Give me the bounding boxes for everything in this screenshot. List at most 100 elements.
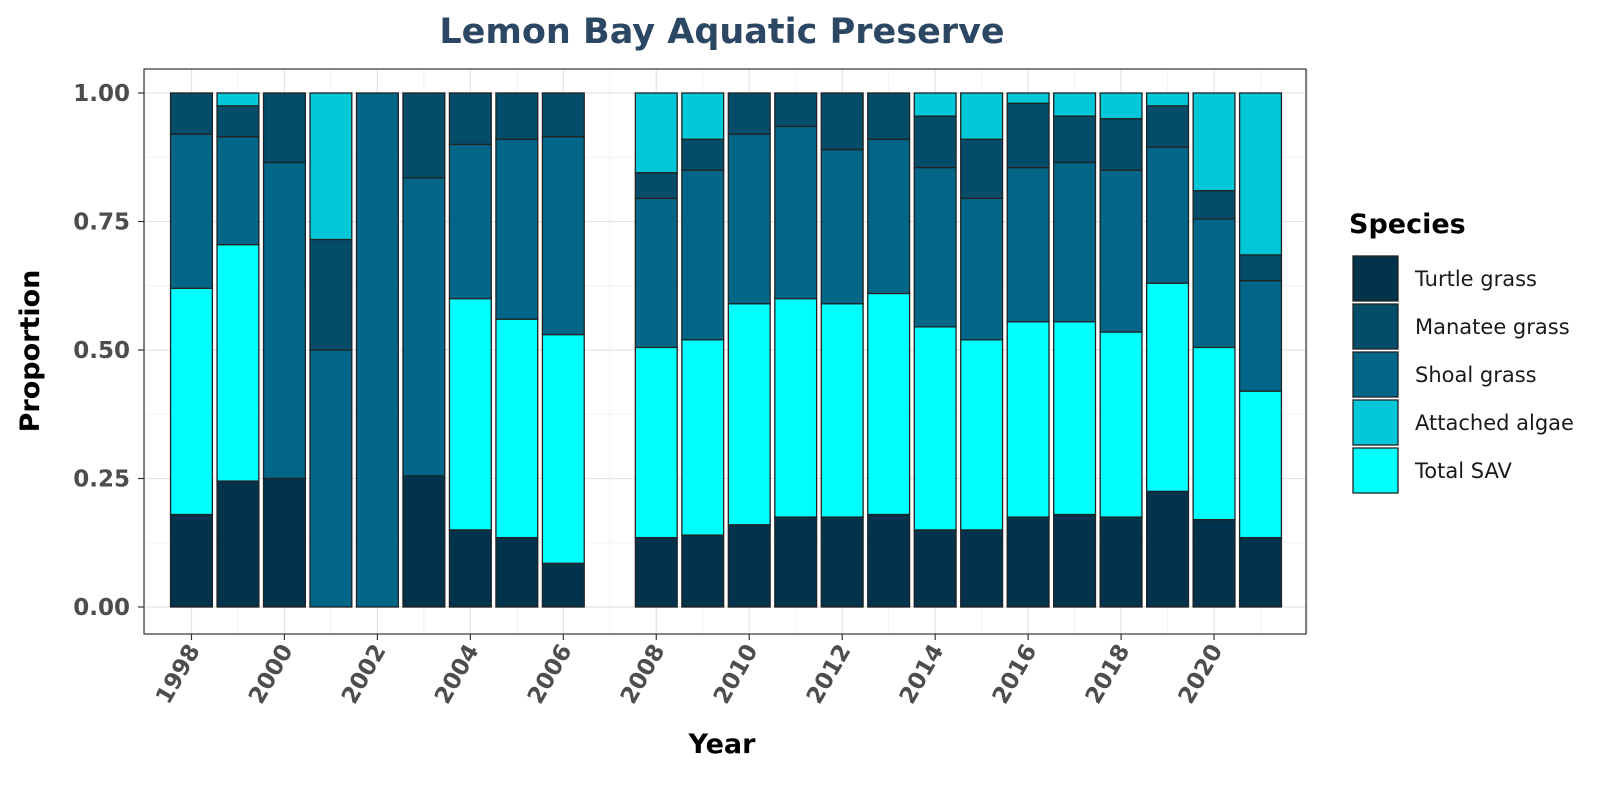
- bar-segment: [216, 136, 260, 246]
- bar-segment: [820, 92, 864, 151]
- bar-segment: [1238, 254, 1283, 282]
- bar-segment: [1192, 92, 1236, 192]
- bar-segment: [262, 92, 306, 164]
- bar-segment: [1099, 118, 1143, 171]
- bar-segment: [913, 115, 957, 169]
- x-tick-label: 2010: [709, 640, 764, 708]
- x-tick-label: 2004: [430, 640, 485, 708]
- x-tick-label: 1998: [151, 640, 206, 708]
- bar-segment: [1099, 92, 1143, 120]
- legend: Species Turtle grass Manatee grass Shoal g…: [1349, 209, 1574, 494]
- bar-segment: [262, 477, 306, 608]
- bar-segment: [309, 238, 353, 351]
- bar-segment: [1145, 105, 1190, 148]
- legend-label: Attached algae: [1415, 411, 1574, 435]
- bar-segment: [169, 92, 214, 135]
- bar-segment: [913, 529, 957, 608]
- bar-segment: [169, 287, 214, 516]
- x-tick-label: 2014: [895, 640, 950, 708]
- bar-segment: [1145, 146, 1190, 284]
- bar-segment: [1238, 92, 1283, 256]
- bar-segment: [1006, 102, 1050, 169]
- bar-segment: [681, 339, 725, 536]
- bar-segment: [774, 516, 818, 608]
- bar-segment: [402, 177, 446, 477]
- legend-label: Total SAV: [1414, 459, 1512, 483]
- bar-segment: [820, 148, 864, 305]
- bar-segment: [1192, 218, 1236, 349]
- bar-segment: [448, 529, 492, 608]
- x-tick-label: 2012: [802, 640, 857, 708]
- bar-segment: [1099, 169, 1143, 333]
- bar-segment: [960, 92, 1004, 140]
- bar-segment: [1145, 282, 1190, 492]
- y-tick-label: 1.00: [73, 81, 130, 107]
- bar-segment: [1192, 346, 1236, 521]
- bar-segment: [1099, 516, 1143, 608]
- bar-segment: [1006, 92, 1050, 104]
- bar-segment: [634, 92, 678, 174]
- bar-segment: [727, 524, 771, 608]
- bar-segment: [913, 92, 957, 117]
- chart-title: Lemon Bay Aquatic Preserve: [439, 12, 1004, 52]
- bar-segment: [1145, 490, 1190, 608]
- x-tick-label: 2020: [1174, 640, 1229, 708]
- bar-segment: [448, 92, 492, 146]
- x-tick-label: 2018: [1081, 640, 1136, 708]
- bar-segment: [774, 297, 818, 518]
- legend-swatch: [1352, 399, 1399, 446]
- bar-segment: [681, 92, 725, 140]
- bar-segment: [681, 138, 725, 171]
- bar-segment: [216, 243, 260, 482]
- bar-segment: [1238, 536, 1283, 608]
- bar-segment: [541, 333, 585, 564]
- y-tick-label: 0.75: [73, 210, 130, 236]
- bar-segment: [867, 292, 911, 516]
- bar-segment: [820, 516, 864, 608]
- y-axis-title: Proportion: [15, 270, 46, 433]
- bar-segment: [1053, 321, 1097, 516]
- x-tick-label: 2000: [244, 640, 299, 708]
- bar-segment: [402, 475, 446, 608]
- bar-segment: [774, 125, 818, 300]
- legend-swatch: [1352, 303, 1399, 350]
- bar-segment: [867, 138, 911, 295]
- bar-segment: [634, 197, 678, 349]
- legend-label: Manatee grass: [1415, 315, 1570, 339]
- bar-segment: [541, 562, 585, 608]
- bar-segment: [448, 297, 492, 531]
- bar-segment: [913, 166, 957, 328]
- x-tick-label: 2006: [523, 640, 578, 708]
- legend-title: Species: [1349, 209, 1466, 240]
- bar-segment: [1192, 190, 1236, 220]
- bar-segment: [634, 536, 678, 608]
- bar-segment: [681, 534, 725, 608]
- x-tick-label: 2016: [988, 640, 1043, 708]
- bar-segment: [960, 339, 1004, 531]
- y-tick-label: 0.50: [73, 338, 130, 364]
- bar-segment: [820, 303, 864, 518]
- bar-segment: [216, 92, 260, 107]
- bars-group: [169, 92, 1283, 608]
- legend-swatch: [1352, 447, 1399, 494]
- bar-segment: [774, 92, 818, 128]
- bar-segment: [309, 92, 353, 241]
- bar-segment: [1238, 390, 1283, 539]
- bar-segment: [634, 172, 678, 200]
- bar-segment: [216, 105, 260, 138]
- x-axis: 1998 2000 2002 2004 2006 2008 2010 2012 2014 2016…: [151, 634, 1228, 708]
- bar-segment: [1053, 161, 1097, 323]
- bar-segment: [169, 133, 214, 289]
- bar-segment: [867, 513, 911, 608]
- bar-segment: [1192, 518, 1236, 608]
- y-tick-label: 0.25: [73, 467, 130, 493]
- bar-segment: [1006, 321, 1050, 518]
- bar-segment: [495, 318, 539, 539]
- bar-segment: [216, 480, 260, 608]
- x-axis-title: Year: [688, 729, 757, 760]
- bar-segment: [960, 197, 1004, 341]
- bar-segment: [681, 169, 725, 341]
- bar-segment: [1006, 166, 1050, 323]
- legend-label: Turtle grass: [1414, 267, 1537, 291]
